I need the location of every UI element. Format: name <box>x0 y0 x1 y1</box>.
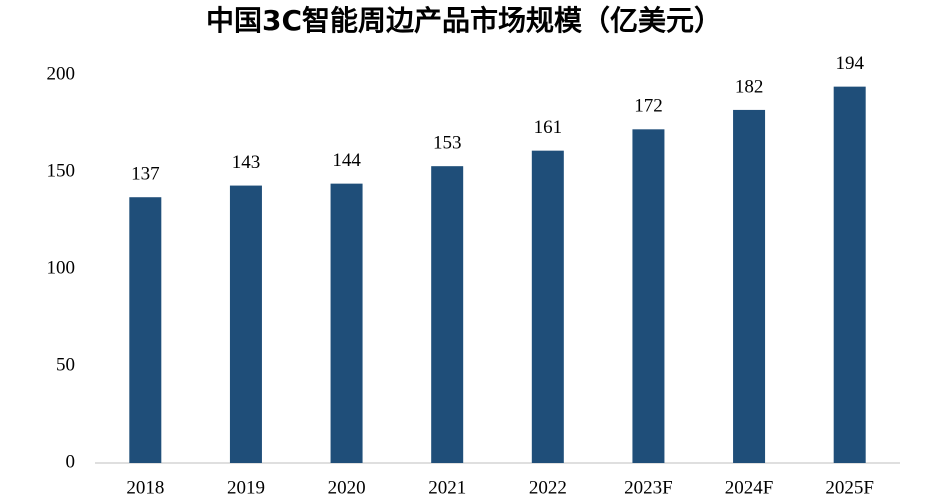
bar <box>229 185 262 463</box>
chart-title: 中国3C智能周边产品市场规模（亿美元） <box>206 4 722 37</box>
x-tick-label: 2023F <box>624 477 673 498</box>
x-tick-label: 2019 <box>227 477 265 498</box>
y-tick-label: 200 <box>47 63 76 84</box>
bar <box>531 150 564 463</box>
bar <box>129 197 162 463</box>
bar <box>733 109 766 464</box>
data-label: 144 <box>332 150 361 171</box>
x-tick-label: 2020 <box>328 477 366 498</box>
y-tick-label: 100 <box>47 257 76 278</box>
x-tick-label: 2021 <box>428 477 466 498</box>
x-tick-label: 2024F <box>725 477 774 498</box>
bar <box>632 129 665 463</box>
bar <box>431 166 464 463</box>
x-tick-label: 2018 <box>126 477 164 498</box>
bar <box>833 86 866 463</box>
y-tick-label: 150 <box>47 160 76 181</box>
data-label: 137 <box>131 164 160 185</box>
y-tick-label: 50 <box>56 354 75 375</box>
data-label: 172 <box>634 96 663 117</box>
bar <box>330 183 363 463</box>
x-tick-label: 2025F <box>825 477 874 498</box>
data-label: 161 <box>534 117 563 138</box>
data-label: 143 <box>232 152 261 173</box>
y-tick-label: 0 <box>66 451 76 472</box>
data-label: 182 <box>735 76 764 97</box>
data-label: 153 <box>433 133 462 154</box>
data-label: 194 <box>835 53 864 74</box>
x-tick-label: 2022 <box>529 477 567 498</box>
